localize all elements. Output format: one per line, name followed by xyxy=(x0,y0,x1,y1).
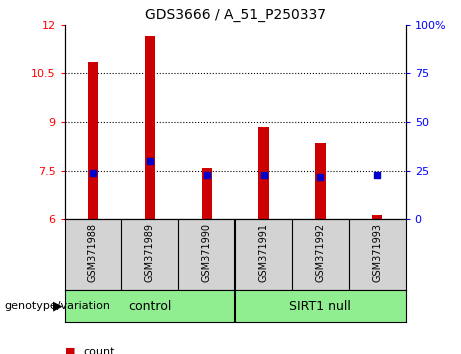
Text: ▶: ▶ xyxy=(53,300,63,313)
Point xyxy=(317,174,324,179)
Point xyxy=(203,172,210,177)
Point xyxy=(89,170,97,176)
Text: ■: ■ xyxy=(65,347,75,354)
Bar xyxy=(88,62,98,219)
Text: GSM371988: GSM371988 xyxy=(88,223,98,282)
Bar xyxy=(372,215,382,219)
Bar xyxy=(315,143,325,219)
Bar xyxy=(145,36,155,219)
Bar xyxy=(235,290,406,322)
Text: count: count xyxy=(83,347,114,354)
Text: GSM371990: GSM371990 xyxy=(201,223,212,282)
Point xyxy=(260,172,267,177)
Text: GSM371991: GSM371991 xyxy=(259,223,269,282)
Bar xyxy=(65,290,235,322)
Point xyxy=(373,172,381,177)
Bar xyxy=(259,127,269,219)
Text: GSM371993: GSM371993 xyxy=(372,223,382,282)
Title: GDS3666 / A_51_P250337: GDS3666 / A_51_P250337 xyxy=(145,8,325,22)
Bar xyxy=(201,167,212,219)
Text: GSM371992: GSM371992 xyxy=(315,223,325,282)
Text: genotype/variation: genotype/variation xyxy=(5,301,111,311)
Text: SIRT1 null: SIRT1 null xyxy=(290,300,351,313)
Text: control: control xyxy=(128,300,171,313)
Point xyxy=(146,158,154,164)
Text: GSM371989: GSM371989 xyxy=(145,223,155,282)
